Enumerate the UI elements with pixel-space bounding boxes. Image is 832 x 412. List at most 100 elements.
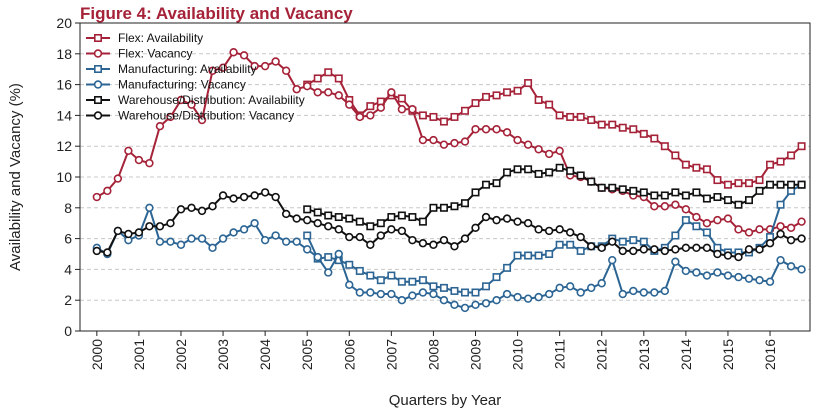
data-point (545, 168, 554, 177)
data-point (408, 213, 417, 222)
data-point (271, 192, 280, 202)
data-point (765, 277, 775, 286)
data-point (650, 288, 659, 297)
data-point (324, 88, 333, 97)
y-tick-label: 10 (56, 169, 72, 185)
data-point (544, 289, 554, 299)
data-point (376, 276, 385, 285)
data-point (524, 251, 533, 260)
data-point (208, 202, 217, 211)
data-point (250, 219, 259, 228)
data-point (576, 232, 585, 242)
data-point (597, 279, 606, 288)
x-tick-label: 2013 (636, 339, 652, 370)
data-point (513, 292, 522, 302)
legend-marker (93, 111, 103, 120)
data-point (734, 225, 743, 234)
data-point (639, 129, 648, 138)
data-point (303, 205, 312, 214)
data-point (355, 217, 364, 226)
data-point (660, 142, 669, 151)
data-point (387, 225, 396, 234)
data-point (313, 252, 322, 262)
data-point (197, 234, 207, 243)
data-point (218, 191, 228, 200)
data-point (397, 211, 406, 220)
legend-marker (94, 65, 103, 74)
data-point (576, 171, 585, 180)
data-point (702, 165, 711, 174)
data-point (776, 229, 785, 239)
data-point (587, 283, 596, 293)
data-point (292, 214, 301, 223)
x-tick-label: 2002 (173, 339, 189, 370)
data-point (713, 193, 722, 202)
data-point (555, 146, 564, 156)
data-point (755, 186, 764, 195)
data-point (608, 237, 617, 246)
data-point (692, 268, 701, 277)
data-point (155, 237, 165, 246)
data-point (418, 276, 427, 285)
data-point (124, 229, 133, 239)
data-point (555, 240, 564, 249)
y-tick-label: 2 (64, 292, 72, 308)
data-point (439, 235, 449, 245)
data-point (334, 91, 343, 100)
legend-label: Manufacturing: Availability (118, 62, 257, 76)
data-point (187, 203, 196, 213)
data-point (239, 51, 249, 60)
legend-item: Warehouse/Distribution: Availability (86, 93, 305, 107)
x-tick-label: 2014 (678, 339, 694, 370)
data-point (555, 225, 564, 234)
legend-item: Warehouse/Distribution: Vacancy (86, 109, 294, 123)
data-point (471, 188, 480, 197)
data-point (502, 289, 512, 299)
data-point (576, 288, 585, 297)
chart-title: Figure 4: Availability and Vacancy (80, 4, 353, 23)
data-point (639, 245, 649, 254)
data-point (544, 226, 554, 236)
data-point (145, 158, 154, 168)
data-point (155, 222, 165, 231)
data-point (797, 217, 806, 226)
data-point (145, 222, 154, 231)
data-point (418, 288, 428, 297)
data-point (671, 188, 680, 197)
data-point (366, 222, 375, 231)
data-point (429, 282, 438, 291)
data-point (502, 128, 512, 137)
data-point (482, 92, 491, 101)
data-point (292, 237, 301, 246)
data-point (439, 283, 448, 292)
data-point (324, 222, 333, 231)
data-point (166, 219, 175, 228)
data-point (650, 245, 659, 254)
data-point (113, 226, 123, 236)
data-point (450, 138, 459, 148)
data-point (124, 146, 133, 156)
x-tick-label: 2003 (215, 339, 231, 370)
data-point (366, 271, 375, 280)
data-point (513, 86, 522, 95)
data-point (639, 188, 648, 197)
data-point (639, 237, 648, 246)
data-point (766, 180, 775, 189)
data-point (113, 174, 123, 183)
data-point (366, 102, 375, 111)
legend-label: Flex: Vacancy (118, 47, 192, 61)
data-point (397, 94, 406, 103)
data-point (618, 185, 627, 194)
data-point (397, 105, 407, 114)
data-point (566, 166, 575, 175)
data-point (429, 203, 438, 212)
data-point (460, 106, 469, 115)
data-point (176, 240, 186, 249)
data-point (734, 252, 743, 262)
data-point (408, 235, 417, 245)
data-point (460, 234, 470, 243)
data-point (671, 200, 680, 209)
data-point (387, 88, 396, 97)
data-point (723, 214, 733, 223)
